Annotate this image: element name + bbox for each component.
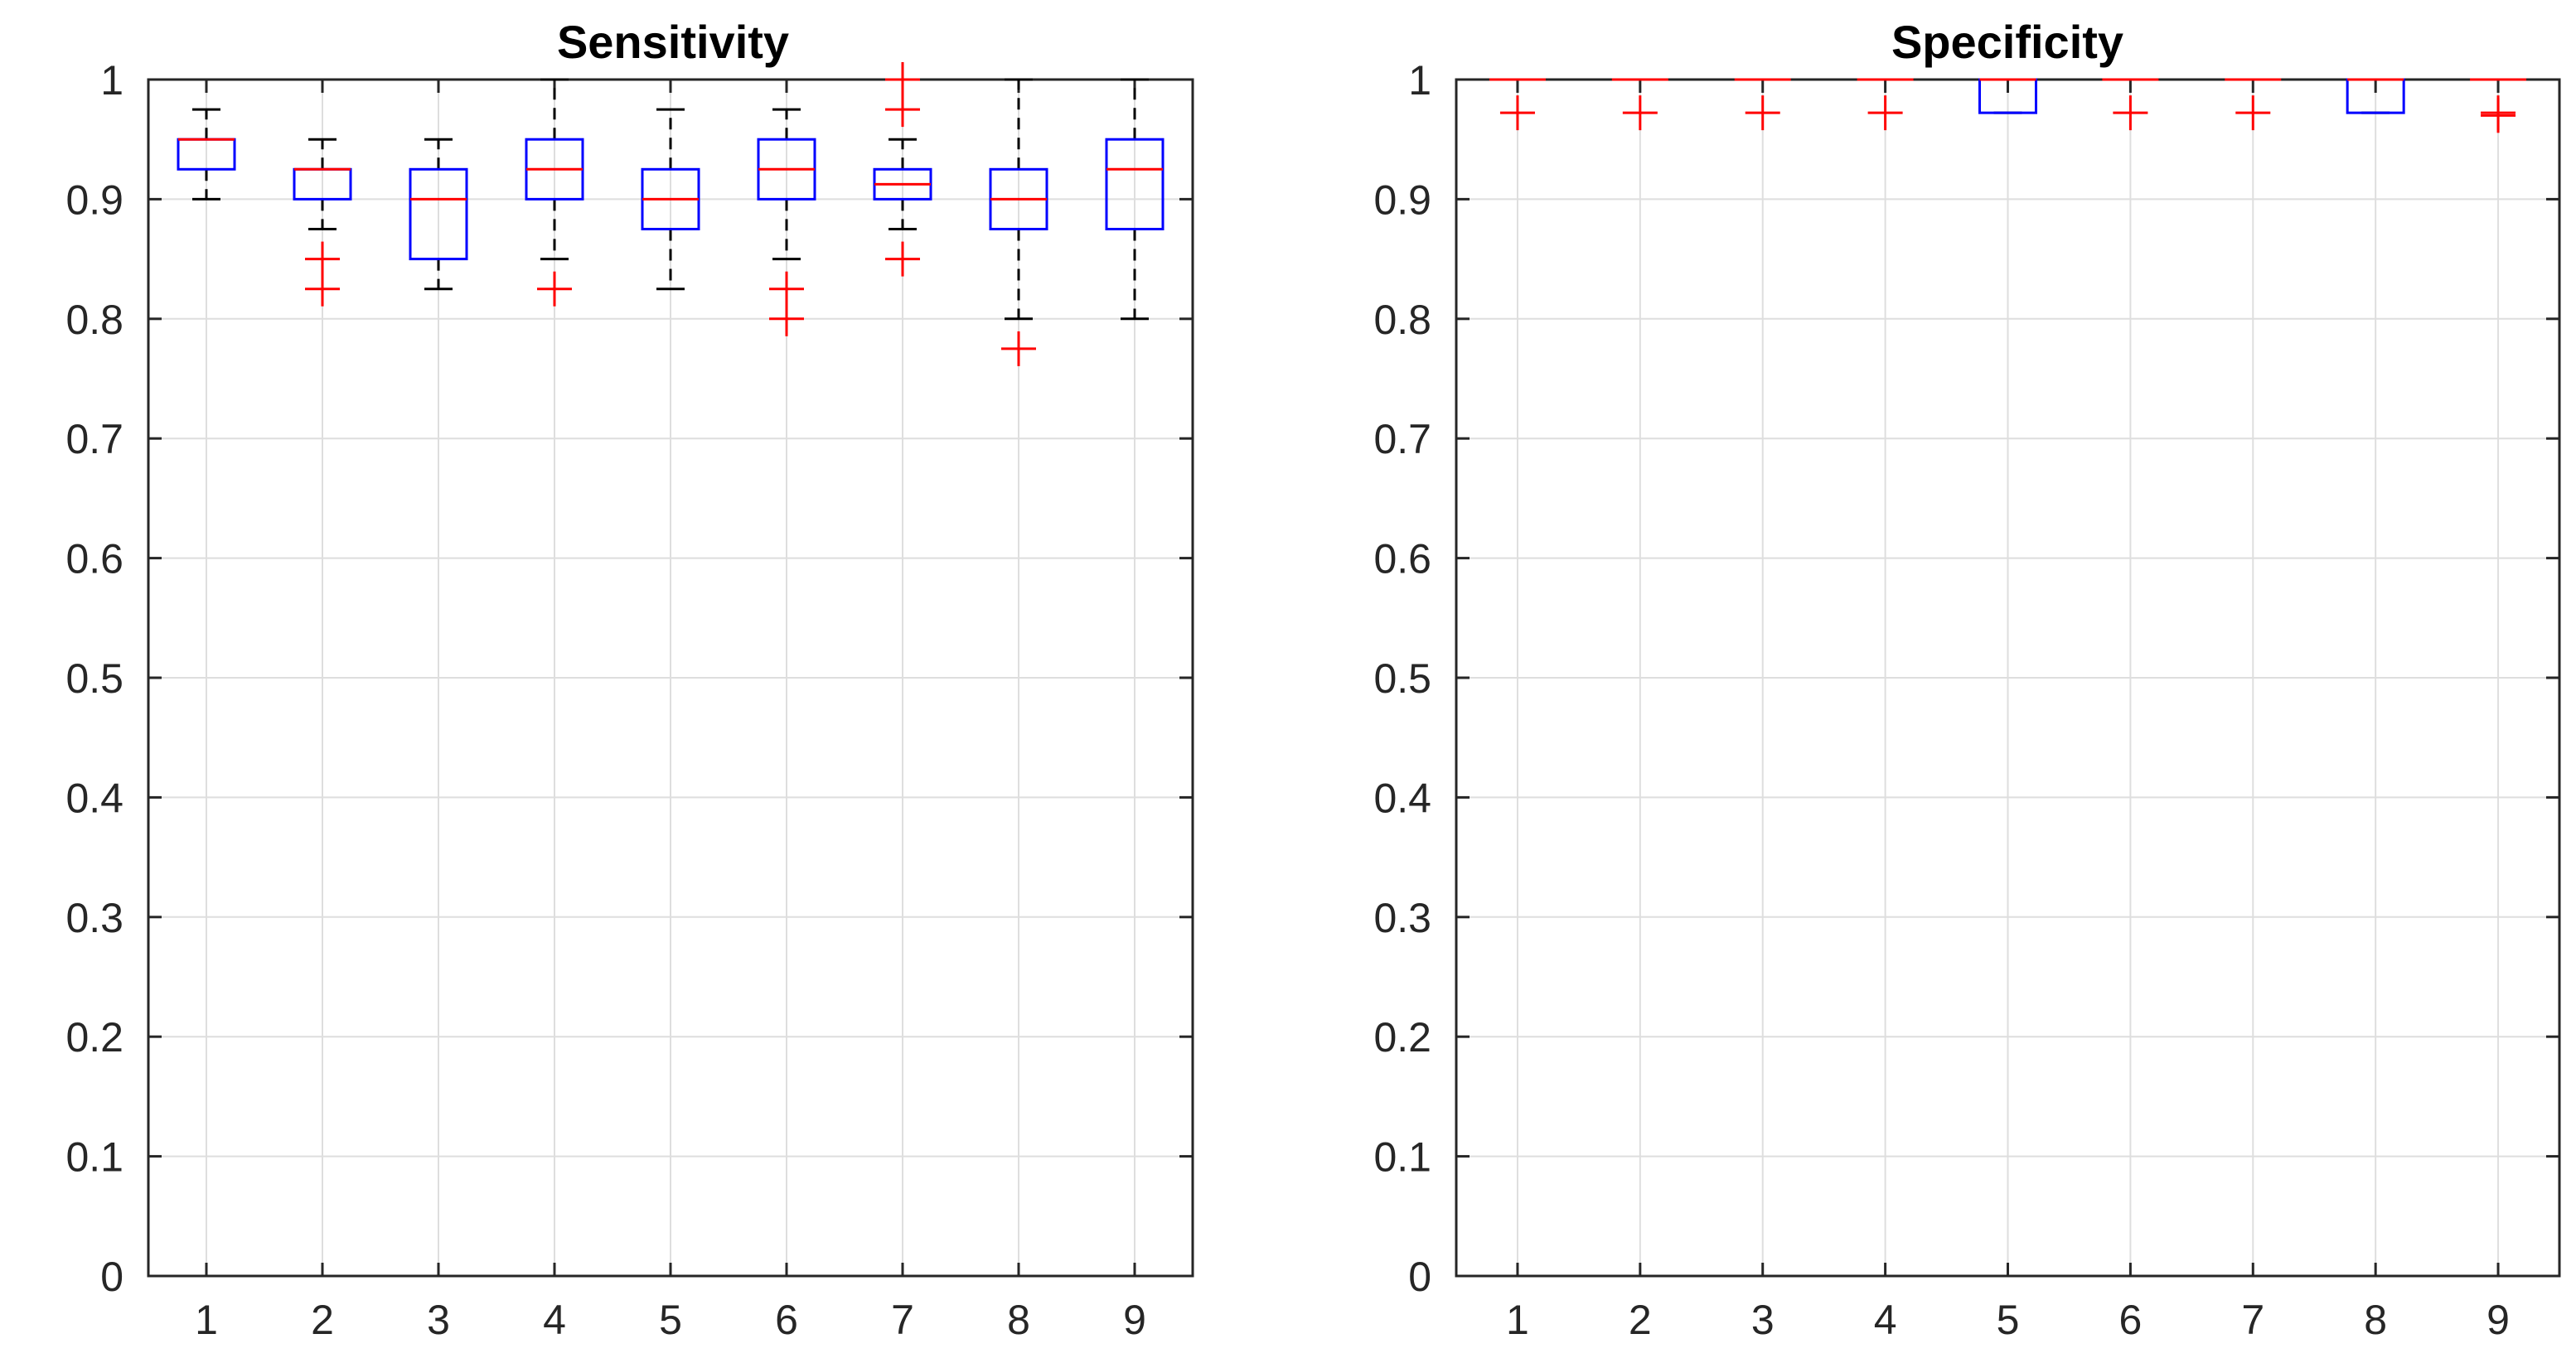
box-3	[409, 138, 468, 291]
box-6	[757, 108, 816, 336]
y-tick-label: 0.2	[65, 1014, 123, 1061]
x-tick-label: 2	[311, 1297, 334, 1343]
outlier-marker	[305, 241, 340, 277]
outlier-marker	[769, 271, 804, 307]
specificity-panel: 0 0.1 0.2 0.3 0.4 0.5 0.6 0.7 0.8 0.9 1 1 2 3 4 5 6 7 8 9 Sp…	[1373, 16, 2561, 1343]
y-tick-label: 1	[1408, 57, 1431, 104]
outlier-marker	[885, 241, 920, 277]
sensitivity-panel: 0 0.1 0.2 0.3 0.4 0.5 0.6 0.7 0.8 0.9 1 1 2 3 4 5 6 7 8 9 Se…	[65, 16, 1194, 1343]
x-tick-label: 6	[775, 1297, 798, 1343]
box-9	[2470, 78, 2527, 133]
outlier-marker	[1745, 95, 1780, 131]
box-5	[1978, 78, 2037, 114]
box-body	[1105, 138, 1165, 230]
outlier-marker	[537, 271, 572, 307]
x-tick-label: 3	[427, 1297, 450, 1343]
y-tick-label: 0.2	[1373, 1014, 1431, 1061]
x-tick-label: 7	[2241, 1297, 2264, 1343]
y-tick-label: 0.5	[1373, 655, 1431, 702]
outlier-marker	[305, 271, 340, 307]
outlier-marker	[769, 301, 804, 336]
x-tick-label: 8	[2364, 1297, 2387, 1343]
box-1	[177, 108, 236, 201]
outlier-marker	[885, 92, 920, 128]
box-2	[293, 138, 352, 307]
outlier-marker	[1867, 95, 1903, 131]
box-body	[409, 167, 468, 261]
outlier-marker	[1001, 331, 1036, 366]
y-tick-label: 0.8	[65, 297, 123, 343]
grid-lines	[1456, 79, 2559, 1277]
x-tick-label: 7	[891, 1297, 914, 1343]
x-tick-label: 5	[1997, 1297, 2020, 1343]
box-8	[2346, 78, 2405, 114]
box-3	[1734, 78, 1791, 131]
y-tick-label: 0.6	[1373, 536, 1431, 582]
box-7	[873, 62, 932, 277]
outlier-marker	[1622, 95, 1658, 131]
x-tick-label: 4	[543, 1297, 566, 1343]
box-4	[1857, 78, 1914, 131]
box-7	[2225, 78, 2282, 131]
y-tick-label: 0.8	[1373, 297, 1431, 343]
outlier-marker	[885, 62, 920, 97]
box-4	[525, 78, 584, 307]
sensitivity-title: Sensitivity	[557, 16, 789, 68]
y-tick-label: 0.7	[1373, 416, 1431, 462]
y-tick-label: 0.9	[65, 176, 123, 223]
y-tick-label: 0	[100, 1254, 123, 1300]
x-tick-label: 4	[1874, 1297, 1897, 1343]
box-2	[1611, 78, 1668, 131]
y-tick-label: 0.4	[65, 775, 123, 821]
x-tick-label: 6	[2118, 1297, 2142, 1343]
box-1	[1489, 78, 1546, 131]
y-tick-label: 0.1	[65, 1134, 123, 1181]
specificity-title: Specificity	[1891, 16, 2123, 68]
x-tick-label: 3	[1751, 1297, 1775, 1343]
x-tick-label: 1	[195, 1297, 218, 1343]
x-tick-label: 2	[1629, 1297, 1652, 1343]
box-5	[641, 108, 700, 291]
y-tick-label: 0.3	[65, 895, 123, 941]
outlier-marker	[2113, 95, 2148, 131]
y-tick-label: 0.3	[1373, 895, 1431, 941]
y-tick-label: 0.9	[1373, 176, 1431, 223]
x-tick-label: 9	[2486, 1297, 2510, 1343]
y-tick-label: 0	[1408, 1254, 1431, 1300]
y-tick-label: 0.4	[1373, 775, 1431, 821]
outlier-marker	[1499, 95, 1535, 131]
y-tick-label: 0.6	[65, 536, 123, 582]
outlier-marker	[2481, 98, 2516, 133]
y-tick-label: 0.7	[65, 416, 123, 462]
box-9	[1105, 78, 1165, 321]
x-tick-label: 8	[1007, 1297, 1030, 1343]
x-tick-label: 9	[1123, 1297, 1146, 1343]
y-tick-label: 1	[100, 57, 123, 104]
box-6	[2102, 78, 2159, 131]
x-tick-label: 1	[1506, 1297, 1529, 1343]
y-tick-label: 0.1	[1373, 1134, 1431, 1181]
x-tick-label: 5	[659, 1297, 682, 1343]
box-8	[989, 78, 1048, 366]
outlier-marker	[2235, 95, 2271, 131]
y-tick-label: 0.5	[65, 655, 123, 702]
